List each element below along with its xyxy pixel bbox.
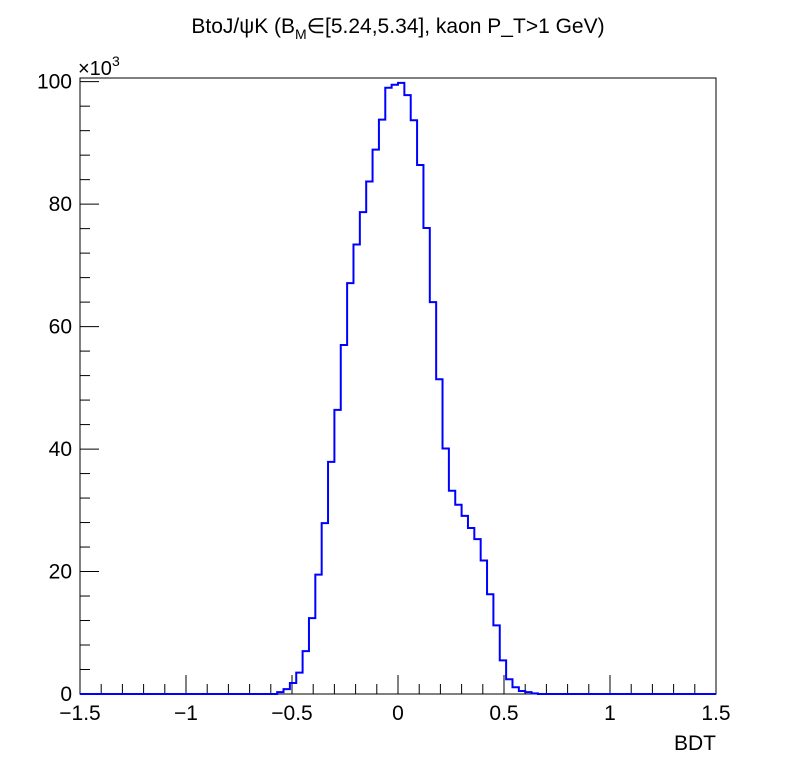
histogram-bin	[322, 523, 328, 694]
histogram-bin	[309, 618, 315, 694]
histogram-bin	[385, 88, 391, 694]
x-tick-label: 0	[392, 702, 404, 725]
y-tick-label: 40	[49, 438, 72, 461]
x-tick-label: −0.5	[271, 702, 312, 725]
histogram-bin	[417, 165, 423, 694]
histogram-bin	[392, 85, 398, 694]
histogram-bin	[506, 679, 512, 694]
histogram-bin	[334, 410, 340, 694]
y-tick-label: 0	[60, 683, 72, 706]
histogram-bin	[398, 83, 404, 694]
histogram-bin	[468, 528, 474, 694]
histogram-bin	[449, 491, 455, 694]
histogram-bins	[277, 83, 538, 694]
chart-title-text: BtoJ/ψK (B	[191, 15, 296, 38]
histogram-bin	[519, 691, 525, 694]
histogram-bin	[487, 594, 493, 694]
x-axis: −1.5 −1 −0.5 0 0.5 1 1.5	[59, 675, 731, 725]
histogram-bin	[493, 625, 499, 694]
x-tick-label: −1.5	[59, 702, 100, 725]
histogram-bin	[443, 448, 449, 694]
histogram-bin	[404, 95, 410, 694]
histogram-bin	[341, 345, 347, 694]
histogram-series-line	[80, 81, 716, 695]
histogram-bin	[379, 120, 385, 694]
y-tick-label: 60	[49, 316, 72, 339]
chart-title-text-rest: ∈[5.24,5.34], kaon P_T>1 GeV)	[306, 15, 605, 38]
chart-title: BtoJ/ψK (BM∈[5.24,5.34], kaon P_T>1 GeV)	[0, 14, 796, 42]
histogram-bin	[347, 283, 353, 694]
histogram-bin	[284, 689, 290, 694]
x-tick-label: 1	[604, 702, 616, 725]
histogram-bin	[423, 228, 429, 694]
histogram-bin	[455, 505, 461, 694]
x-tick-label: −1	[174, 702, 198, 725]
y-tick-label: 20	[49, 561, 72, 584]
histogram-bin	[366, 181, 372, 694]
x-tick-label: 0.5	[489, 702, 518, 725]
histogram-bin	[525, 692, 531, 694]
histogram-bin	[462, 516, 468, 694]
histogram-bin	[532, 693, 538, 694]
histogram-bin	[436, 379, 442, 694]
histogram-bin	[430, 302, 436, 694]
histogram-bin	[360, 212, 366, 694]
chart-title-subscript: M	[295, 26, 307, 42]
y-tick-label: 100	[37, 71, 72, 94]
histogram-bin	[373, 150, 379, 694]
histogram-bin	[512, 687, 518, 694]
histogram-bin	[296, 673, 302, 694]
histogram-bin	[277, 692, 283, 694]
histogram-bin	[474, 539, 480, 694]
x-tick-label: 1.5	[701, 702, 730, 725]
histogram-bin	[481, 561, 487, 694]
y-axis: 0 20 40 60 80 100	[37, 71, 99, 706]
histogram-bin	[290, 683, 296, 694]
y-multiplier-label: ×103	[78, 53, 120, 80]
histogram-bin	[353, 245, 359, 694]
x-axis-label: BDT	[674, 732, 716, 755]
histogram-bin	[303, 651, 309, 694]
histogram-bin	[315, 575, 321, 694]
y-tick-label: 80	[49, 193, 72, 216]
histogram-bin	[411, 120, 417, 694]
histogram-bin	[500, 660, 506, 694]
histogram-bin	[328, 462, 334, 694]
